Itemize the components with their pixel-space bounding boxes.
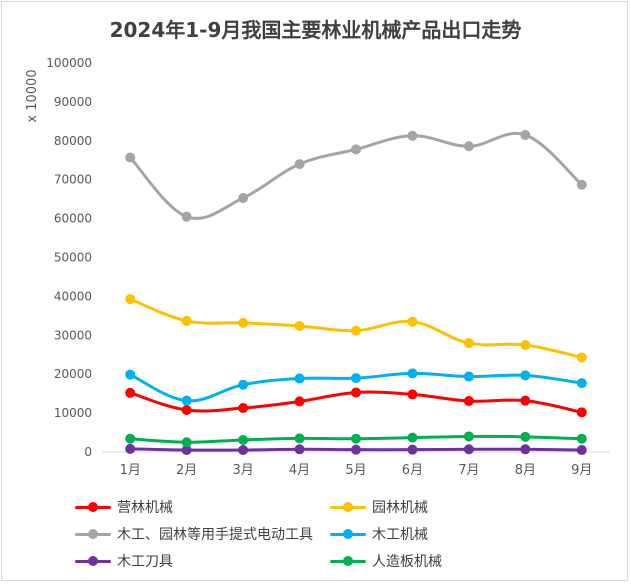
data-point-s3-8 [520,129,531,140]
data-point-s6-3 [238,434,249,445]
data-point-s4-4 [294,373,305,384]
x-tick-label: 1月 [120,463,141,478]
x-tick-label: 6月 [402,463,423,478]
data-point-s5-4 [294,444,305,455]
data-point-s2-2 [181,315,192,326]
chart-title: 2024年1-9月我国主要林业机械产品出口走势 [109,18,522,42]
data-point-s3-2 [181,211,192,222]
y-tick-label: 20000 [54,367,92,381]
data-point-s2-3 [238,317,249,328]
data-point-s3-6 [407,130,418,141]
x-tick-label: 3月 [232,463,253,478]
data-point-s1-2 [181,404,192,415]
x-tick-label: 5月 [345,463,366,478]
data-point-s3-3 [238,192,249,203]
y-tick-label: 40000 [54,289,92,303]
data-point-s1-1 [125,387,136,398]
data-point-s1-9 [576,407,587,418]
data-point-s4-1 [125,369,136,380]
x-tick-label: 7月 [458,463,479,478]
data-point-s5-3 [238,445,249,456]
data-point-s3-4 [294,159,305,170]
data-point-s5-9 [576,445,587,456]
data-point-s4-2 [181,395,192,406]
y-tick-label: 100000 [46,56,92,70]
data-point-s3-7 [463,141,474,152]
x-tick-label: 8月 [515,463,536,478]
data-point-s6-1 [125,433,136,444]
data-point-s6-5 [351,433,361,444]
y-tick-label: 10000 [54,406,92,420]
data-point-s5-7 [463,444,474,455]
data-point-s2-1 [125,294,136,305]
y-tick-label: 60000 [54,212,92,226]
data-point-s1-6 [407,389,418,400]
y-tick-label: 80000 [54,134,92,148]
legend-item-5: 木工刀具 [75,551,173,571]
data-point-s4-9 [576,378,587,389]
y-tick-label: 0 [84,445,92,459]
legend-label: 木工刀具 [117,554,173,570]
y-axis-label: x 10000 [25,69,40,122]
legend-swatch [75,527,111,541]
data-point-s5-5 [351,444,361,455]
legend-label: 木工、园林等用手提式电动工具 [117,527,313,543]
data-point-s6-6 [407,432,418,443]
legend-item-6: 人造板机械 [330,551,442,571]
data-point-s2-4 [294,320,305,331]
data-point-s4-3 [238,379,249,390]
y-tick-label: 30000 [54,328,92,342]
data-point-s3-5 [351,144,361,155]
y-tick-label: 90000 [54,95,92,109]
data-point-s4-5 [351,373,361,384]
data-point-s4-6 [407,368,418,379]
data-point-s6-2 [181,437,192,448]
data-point-s3-1 [125,152,136,163]
data-point-s1-4 [294,396,305,407]
data-point-s4-7 [463,371,474,382]
y-tick-label: 50000 [54,251,92,265]
data-point-s6-4 [294,433,305,444]
x-tick-label: 2月 [176,463,197,478]
data-point-s2-9 [576,352,587,363]
data-point-s4-8 [520,370,531,381]
data-point-s2-5 [351,325,361,336]
legend-item-4: 木工机械 [330,524,428,544]
data-point-s5-1 [125,443,136,454]
data-point-s1-5 [351,387,361,398]
data-point-s2-7 [463,338,474,349]
data-point-s5-6 [407,444,418,455]
data-point-s6-7 [463,431,474,442]
legend-item-2: 园林机械 [330,497,428,517]
legend-swatch [330,500,366,514]
x-tick-label: 4月 [289,463,310,478]
data-point-s6-8 [520,431,531,442]
data-point-s2-6 [407,316,418,327]
legend-label: 木工机械 [372,527,428,543]
y-tick-label: 70000 [54,173,92,187]
data-point-s2-8 [520,340,531,351]
data-point-s6-9 [576,433,587,444]
data-point-s1-3 [238,403,249,414]
x-tick-label: 9月 [571,463,592,478]
data-point-s1-7 [463,396,474,407]
legend-label: 园林机械 [372,500,428,516]
legend-label: 营林机械 [117,500,173,516]
legend-swatch [75,554,111,568]
legend-swatch [330,554,366,568]
data-point-s5-8 [520,444,531,455]
legend-swatch [330,527,366,541]
legend-label: 人造板机械 [372,554,442,570]
legend-swatch [75,500,111,514]
legend-item-1: 营林机械 [75,497,173,517]
legend-item-3: 木工、园林等用手提式电动工具 [75,524,313,544]
data-point-s3-9 [576,179,587,190]
data-point-s1-8 [520,395,531,406]
